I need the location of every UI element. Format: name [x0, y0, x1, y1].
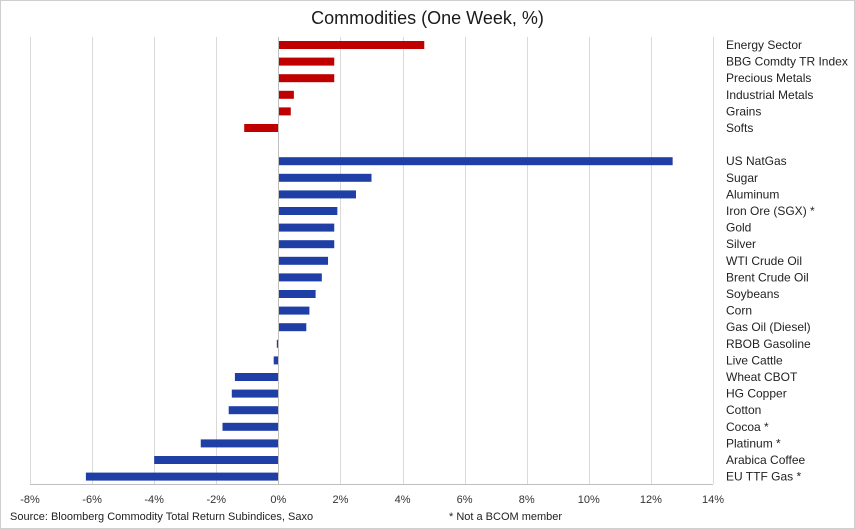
x-tick-label: 6% [457, 494, 473, 506]
x-tick-label: -6% [82, 494, 102, 506]
bar-sector [244, 124, 279, 132]
x-tick-label: 12% [640, 494, 662, 506]
bar-commodity [85, 472, 279, 481]
bar-commodity [276, 339, 279, 348]
category-label: US NatGas [726, 154, 787, 168]
bar-commodity [278, 306, 310, 315]
bar-sector [278, 107, 291, 116]
bar-commodity [200, 439, 279, 448]
bar-sector [278, 90, 294, 99]
category-label: Wheat CBOT [726, 370, 798, 384]
category-label: Industrial Metals [726, 88, 813, 102]
bar-commodity [278, 190, 356, 199]
category-label: Iron Ore (SGX) * [726, 204, 815, 218]
bar-commodity [278, 173, 372, 182]
x-tick-label: 14% [702, 494, 724, 506]
bar-commodity [278, 207, 338, 215]
category-label: Grains [726, 104, 761, 118]
bar-commodity [154, 456, 279, 464]
bar-sector [278, 57, 335, 66]
bar-commodity [278, 240, 335, 249]
bar-commodity [278, 290, 316, 298]
category-label: RBOB Gasoline [726, 337, 811, 351]
bar-commodity [278, 273, 322, 282]
x-tick-label: -4% [144, 494, 164, 506]
category-label: Gold [726, 221, 751, 235]
category-label: BBG Comdty TR Index [726, 55, 848, 69]
x-tick-label: 8% [519, 494, 535, 506]
bar-commodity [231, 389, 279, 398]
bar-commodity [228, 406, 279, 415]
bar-commodity [273, 356, 279, 365]
category-label: Brent Crude Oil [726, 270, 809, 284]
x-tick-label: -2% [206, 494, 226, 506]
bar-sector [278, 41, 425, 49]
category-label: Live Cattle [726, 353, 783, 367]
bar-sector [278, 74, 335, 83]
category-label: Cocoa * [726, 420, 769, 434]
category-label: Arabica Coffee [726, 453, 805, 467]
category-label: Softs [726, 121, 753, 135]
x-tick-label: 0% [270, 494, 286, 506]
bar-commodity [278, 157, 673, 166]
category-label: Silver [726, 237, 756, 251]
category-label: Platinum * [726, 436, 781, 450]
bar-commodity [234, 373, 279, 381]
bar-commodity [278, 323, 307, 332]
bar-commodity [278, 256, 329, 265]
bar-commodity [278, 223, 335, 232]
chart-title: Commodities (One Week, %) [311, 8, 544, 28]
source-note: Source: Bloomberg Commodity Total Return… [10, 511, 314, 523]
category-label: Energy Sector [726, 38, 802, 52]
member-note: * Not a BCOM member [449, 511, 563, 523]
x-tick-label: 10% [578, 494, 600, 506]
category-label: Soybeans [726, 287, 779, 301]
category-label: Cotton [726, 403, 761, 417]
x-tick-label: 2% [333, 494, 349, 506]
category-label: Sugar [726, 171, 758, 185]
category-label: Precious Metals [726, 71, 811, 85]
category-label: Corn [726, 304, 752, 318]
bar-commodity [222, 422, 279, 431]
x-tick-label: -8% [20, 494, 40, 506]
category-label: Aluminum [726, 187, 779, 201]
category-label: HG Copper [726, 387, 787, 401]
category-label: EU TTF Gas * [726, 470, 801, 484]
category-label: WTI Crude Oil [726, 254, 802, 268]
category-label: Gas Oil (Diesel) [726, 320, 811, 334]
x-tick-label: 4% [395, 494, 411, 506]
